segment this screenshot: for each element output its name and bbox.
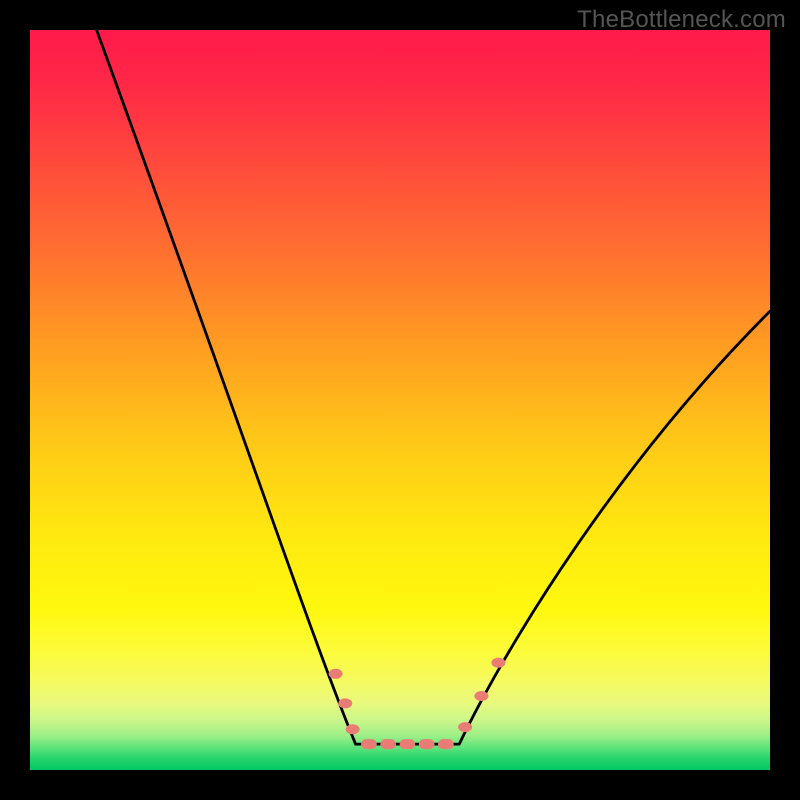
plot-area [30, 30, 770, 770]
bottom-marker [361, 739, 377, 749]
side-marker [338, 698, 352, 708]
chart-svg [30, 30, 770, 770]
side-marker [329, 669, 343, 679]
side-marker [474, 691, 488, 701]
bottom-marker [380, 739, 396, 749]
chart-frame: TheBottleneck.com [0, 0, 800, 800]
side-marker [458, 722, 472, 732]
bottom-marker [419, 739, 435, 749]
side-marker [491, 658, 505, 668]
bottom-marker [400, 739, 416, 749]
side-marker [346, 724, 360, 734]
bottom-marker [438, 739, 454, 749]
gradient-bg [30, 30, 770, 770]
